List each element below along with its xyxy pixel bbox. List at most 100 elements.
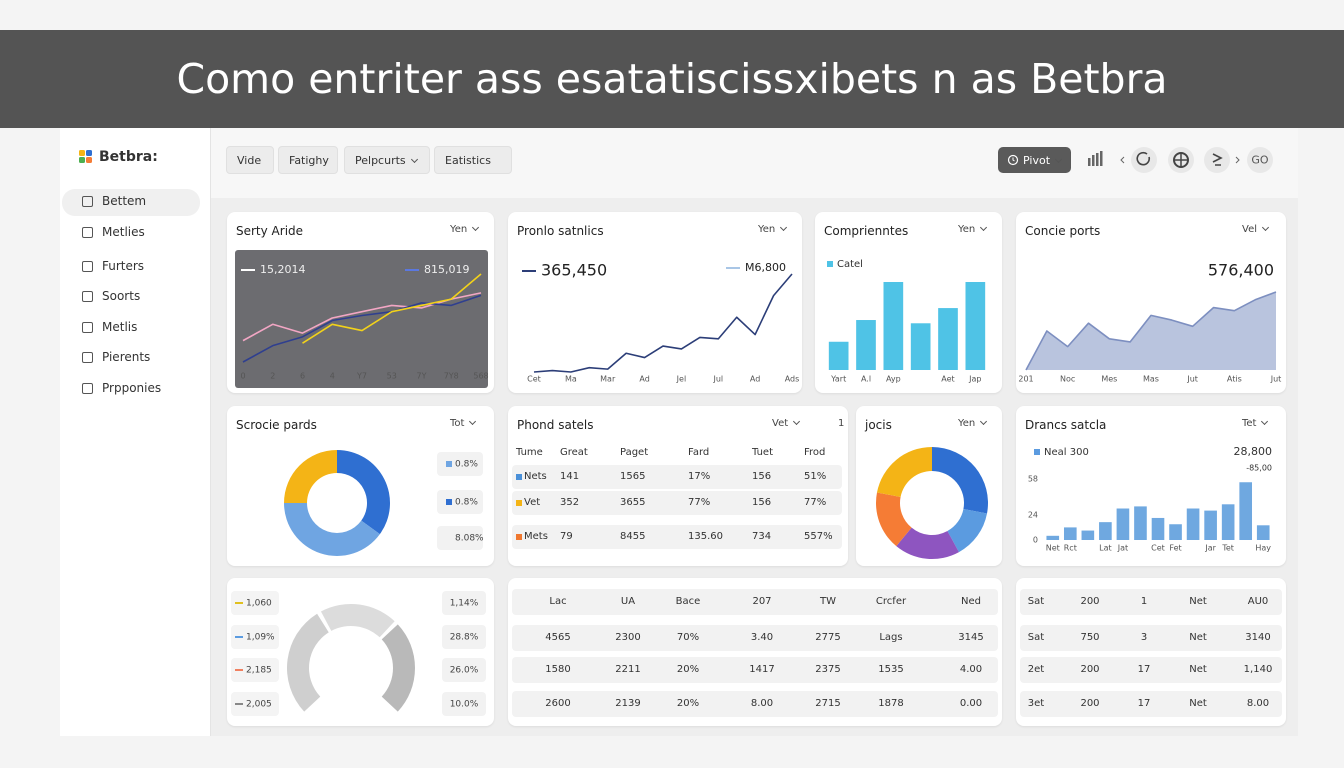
pivot-button[interactable]: Pivot <box>998 147 1071 173</box>
card-dropdown[interactable]: Tot <box>450 419 475 429</box>
logo-piece <box>79 150 85 156</box>
card-dropdown[interactable]: Yen <box>758 225 786 235</box>
x-tick-label: Hay <box>1255 544 1271 553</box>
table-cell: 2715 <box>815 698 841 709</box>
legend-box <box>231 658 279 682</box>
legend-box <box>442 692 486 716</box>
table-cell: 200 <box>1080 596 1100 607</box>
card-dropdown[interactable]: Yen <box>958 225 986 235</box>
legend-box <box>231 625 279 649</box>
card: Concie ports Vel 576,400 201 Noc Mes Mas Jut Ati… <box>1016 212 1286 393</box>
table-cell: 4.00 <box>959 664 983 675</box>
table-cell: UA <box>620 596 636 607</box>
icon-shape <box>1235 156 1240 164</box>
donut-segment <box>337 450 390 535</box>
logo-piece <box>86 150 92 156</box>
card-dropdown[interactable]: Tet <box>1242 419 1267 429</box>
icon-shape <box>1096 153 1099 166</box>
table-cell: 3.40 <box>750 632 774 643</box>
card: Phond satels Vet 1 Tume Great Paget Fard Tuet Fr… <box>508 406 848 566</box>
nav-icon <box>82 322 93 333</box>
tab[interactable]: Pelpcurts <box>344 146 430 174</box>
banner-title: Como entriter ass esatatiscissxibets n a… <box>176 55 1168 103</box>
tab[interactable]: Fatighy <box>278 146 338 174</box>
table-cell: 135.60 <box>688 531 723 542</box>
icon-button[interactable] <box>1131 147 1157 173</box>
x-tick-label: Jul <box>712 375 723 384</box>
table-header: Great <box>560 447 588 458</box>
x-tick-label: Jar <box>1204 544 1216 553</box>
table-cell: 156 <box>752 497 772 508</box>
table-cell: 79 <box>560 531 573 542</box>
bar <box>1099 522 1112 540</box>
card-extra: 1 <box>838 418 845 429</box>
chart: 576,400 201 Noc Mes Mas Jut Atis Jut <box>1018 261 1281 384</box>
card: Lac UA Bace 207 TW Crcfer Ned 4565 2300 70% 3.40 27… <box>508 578 1002 726</box>
legend-swatch <box>827 261 833 267</box>
chart: 15,2014 815,019 0 2 6 4 Y7 53 7Y 7Y8 568 <box>235 250 489 388</box>
table-cell: 2139 <box>615 698 641 709</box>
table-cell: 20% <box>676 698 700 709</box>
card-dropdown[interactable]: Vet <box>772 419 799 429</box>
table-cell: 2775 <box>815 632 841 643</box>
table-cell: 1 <box>1140 596 1148 607</box>
card: Pronlo satnlics Yen 365,450 M6,800 Cet Ma Mar A… <box>508 212 802 393</box>
gauge-segment <box>320 604 395 638</box>
sidebar <box>60 128 211 736</box>
bar <box>1134 506 1147 540</box>
table-cell: 207 <box>752 596 772 607</box>
table-cell: 1417 <box>749 664 775 675</box>
row-marker <box>516 534 522 540</box>
card-dropdown[interactable]: Yen <box>450 225 478 235</box>
x-tick-label: 7Y8 <box>444 372 459 381</box>
card-title: Concie ports <box>1025 224 1101 238</box>
table-cell: Crcfer <box>875 596 907 607</box>
legend-box <box>442 591 486 615</box>
nav-item: Bettem <box>102 194 147 208</box>
card: 1,060 1,14% 1,09% 28.8% 2,185 26.0% 2,005 10.0% <box>227 578 494 726</box>
tab-label: Eatistics <box>445 154 491 167</box>
nav-item: Pierents <box>102 350 151 364</box>
logo-text: Betbra: <box>99 149 158 165</box>
table-row: 3et 200 17 Net 8.00 <box>1020 691 1282 717</box>
card: Serty Aride Yen 15,2014 815,019 0 2 6 4 Y7 53 7Y 7Y… <box>227 212 494 393</box>
x-tick-label: Fet <box>1169 544 1181 553</box>
table-cell: 2211 <box>615 664 641 675</box>
y-tick-label: 0 <box>1033 536 1038 545</box>
legend-label: Catel <box>837 259 863 270</box>
card-title: Scrocie pards <box>236 418 317 432</box>
table-row: Sat 200 1 Net AU0 <box>1020 589 1282 615</box>
table-cell: 17 <box>1137 698 1151 709</box>
chart: 365,450 M6,800 Cet Ma Mar Ad Jel Jul Ad Ads <box>522 261 799 384</box>
card-dropdown[interactable]: Vel <box>1242 225 1268 235</box>
table-cell: Bace <box>675 596 701 607</box>
headline: 576,400 <box>1208 261 1274 280</box>
x-tick-label: Jat <box>1117 544 1128 553</box>
nav-item: Metlis <box>102 320 138 334</box>
legend-box <box>442 658 486 682</box>
table-cell: 17 <box>1137 664 1151 675</box>
table-header: Frod <box>804 447 826 458</box>
icon-button[interactable] <box>1247 147 1273 173</box>
bar <box>1081 530 1095 540</box>
x-tick-label: Mes <box>1101 375 1117 384</box>
card: Sat 200 1 Net AU0 Sat 750 3 Net 3140 2et 200 17 Net 1,… <box>1016 578 1286 726</box>
card-dropdown[interactable]: Yen <box>958 419 986 429</box>
tab[interactable]: Eatistics <box>434 146 512 174</box>
table-cell: 1878 <box>878 698 904 709</box>
icon-shape <box>1088 158 1091 166</box>
x-tick-label: Aet <box>941 375 954 384</box>
legend-swatch <box>1034 449 1040 455</box>
y-tick-label: 24 <box>1028 510 1038 519</box>
tab[interactable]: Vide <box>226 146 274 174</box>
legend-value: 26.0% <box>450 666 479 676</box>
table-header: Tuet <box>752 447 774 458</box>
legend-label: 0.8% <box>455 498 478 508</box>
card-title: jocis <box>865 418 892 432</box>
table-cell: Sat <box>1027 632 1045 643</box>
nav-icon <box>82 352 93 363</box>
table-cell: 1580 <box>545 664 571 675</box>
legend-box <box>231 591 279 615</box>
icon-shape <box>1100 151 1103 166</box>
nav-icon <box>82 196 93 207</box>
